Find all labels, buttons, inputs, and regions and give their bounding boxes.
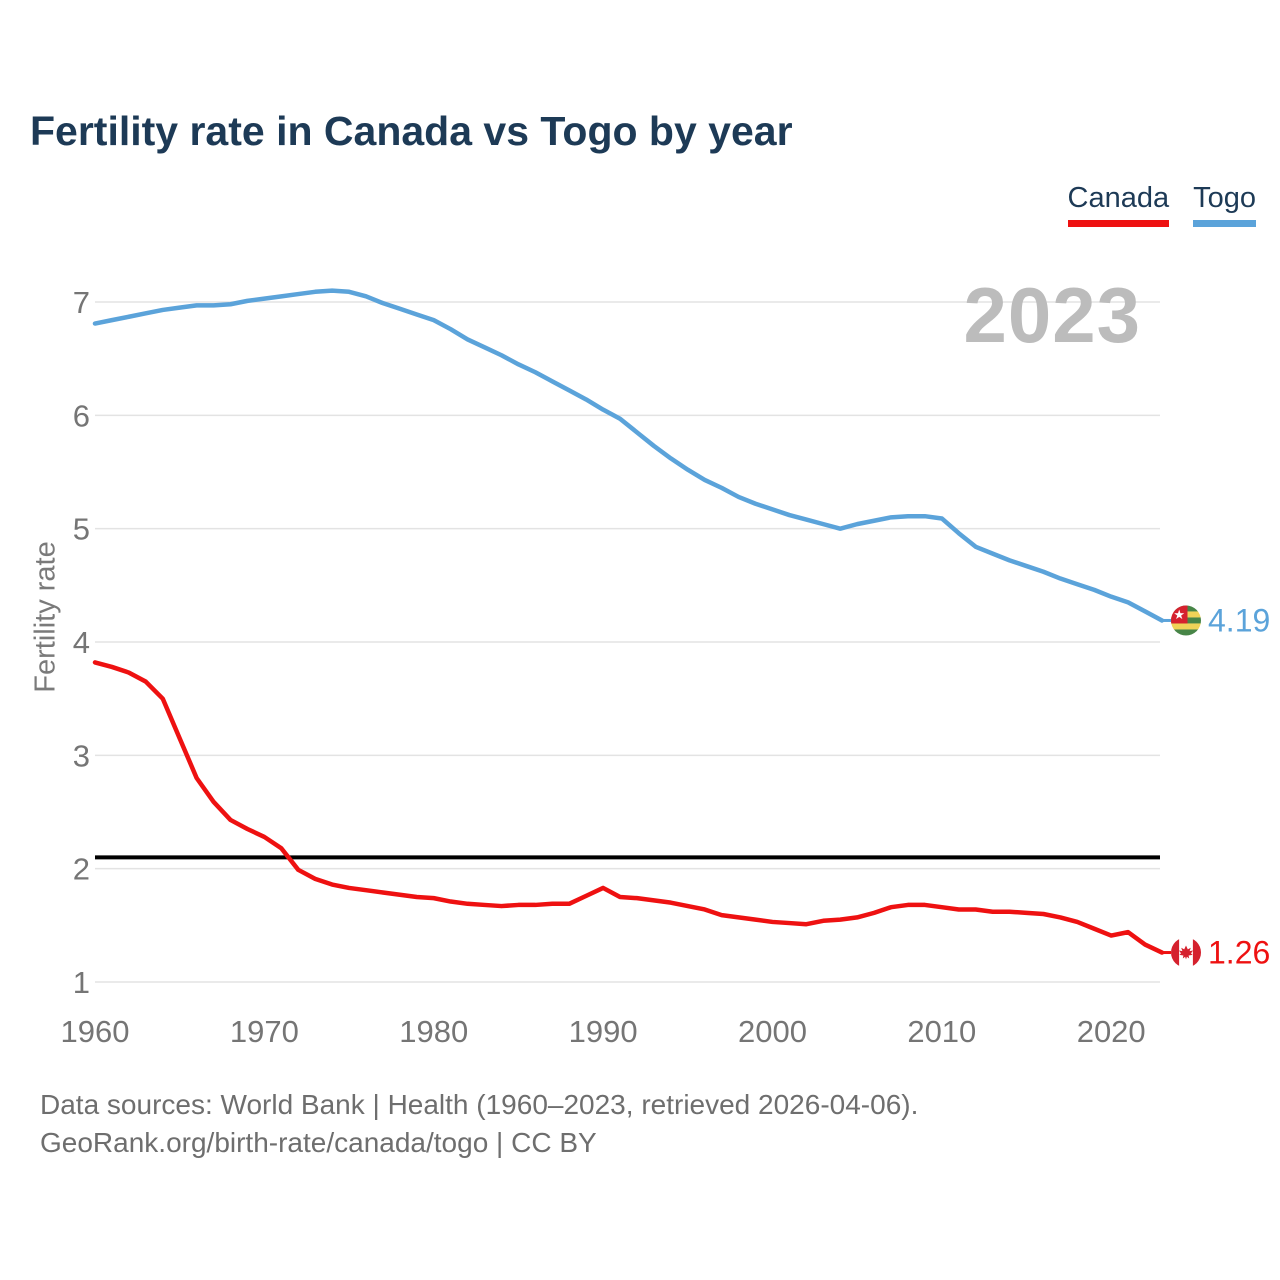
page-title: Fertility rate in Canada vs Togo by year xyxy=(30,108,793,154)
legend-label-togo: Togo xyxy=(1193,182,1256,214)
x-tick-1960: 1960 xyxy=(61,1014,130,1049)
y-tick-2: 2 xyxy=(73,852,90,887)
series-line-togo xyxy=(92,288,1165,623)
footer-sources: Data sources: World Bank | Health (1960–… xyxy=(40,1089,919,1120)
x-tick-1980: 1980 xyxy=(399,1014,468,1049)
year-watermark: 2023 xyxy=(963,271,1141,359)
legend-item-canada[interactable]: Canada xyxy=(1067,182,1170,227)
legend-color-bar-togo xyxy=(1193,220,1256,227)
canada-flag-icon xyxy=(1171,937,1201,968)
end-value-label-togo: 4.19 xyxy=(1208,602,1270,638)
x-tick-1990: 1990 xyxy=(569,1014,638,1049)
legend-color-bar-canada xyxy=(1067,220,1170,227)
svg-text:★: ★ xyxy=(1173,608,1185,623)
x-tick-2020: 2020 xyxy=(1077,1014,1146,1049)
end-value-label-canada: 1.26 xyxy=(1208,935,1270,971)
legend-label-canada: Canada xyxy=(1067,182,1170,214)
y-tick-4: 4 xyxy=(73,625,90,660)
y-tick-6: 6 xyxy=(73,398,90,433)
togo-flag-icon: ★ xyxy=(1171,605,1201,636)
x-tick-2000: 2000 xyxy=(738,1014,807,1049)
series-line-canada xyxy=(92,660,1165,955)
y-tick-7: 7 xyxy=(73,285,90,320)
legend-item-togo[interactable]: Togo xyxy=(1193,182,1256,227)
legend: Canada Togo xyxy=(1067,182,1256,227)
y-tick-1: 1 xyxy=(73,965,90,1000)
footer-link[interactable]: GeoRank.org/birth-rate/canada/togo | CC … xyxy=(40,1127,597,1158)
y-tick-5: 5 xyxy=(73,512,90,547)
x-tick-2010: 2010 xyxy=(907,1014,976,1049)
x-tick-1970: 1970 xyxy=(230,1014,299,1049)
y-tick-3: 3 xyxy=(73,738,90,773)
footer: Data sources: World Bank | Health (1960–… xyxy=(40,1086,918,1162)
